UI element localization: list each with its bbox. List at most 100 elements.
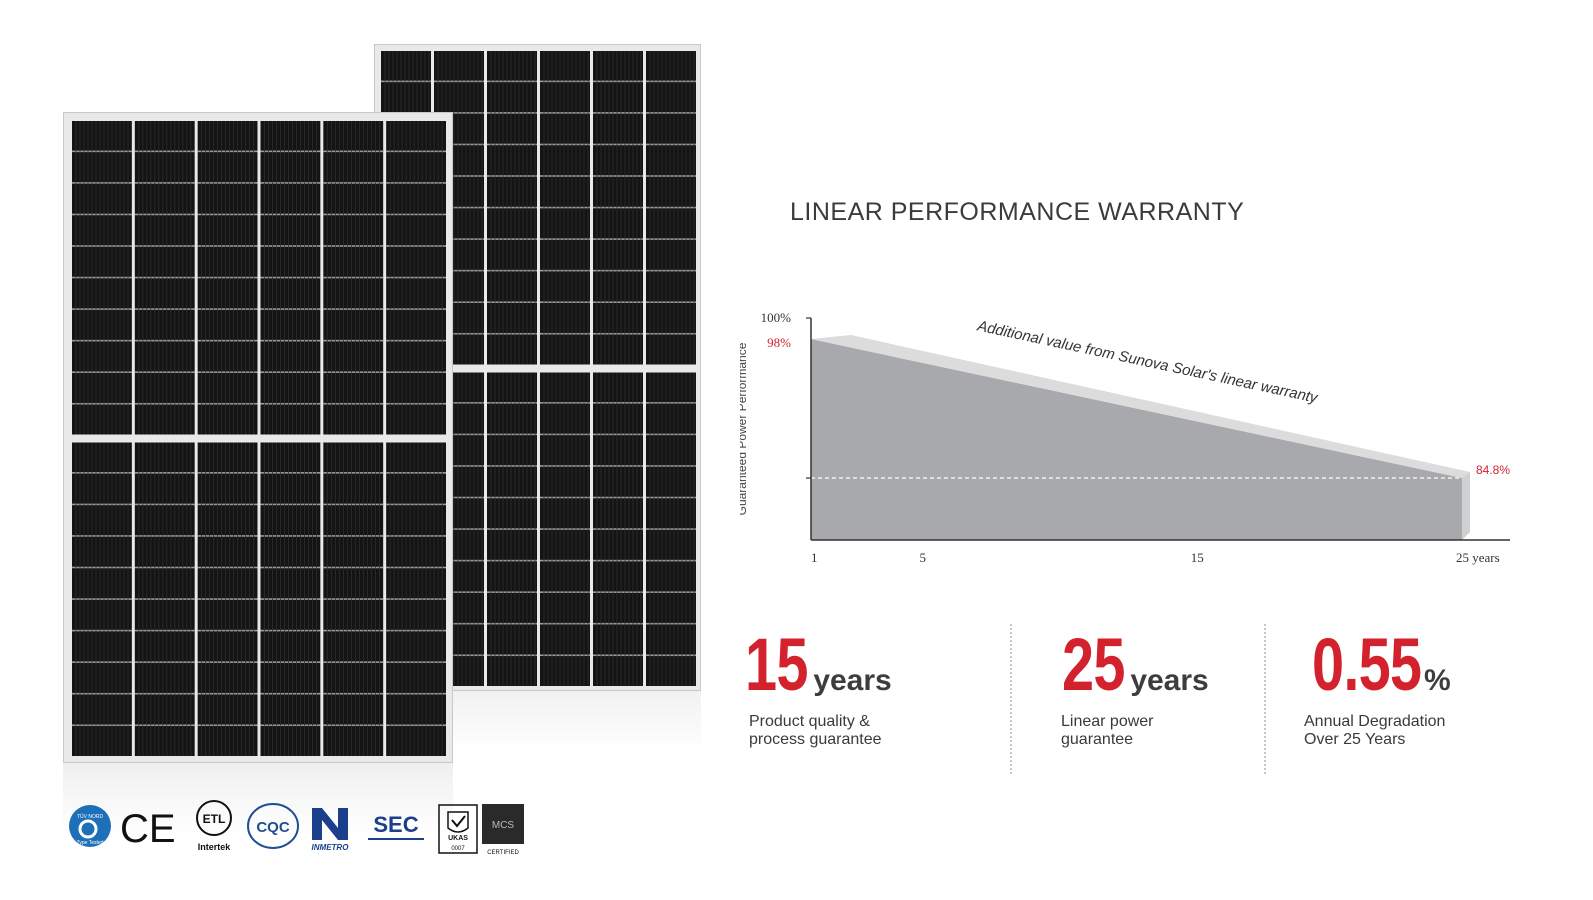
cell-separator [593, 269, 643, 272]
cell-separator [134, 566, 195, 569]
cell-separator [197, 182, 258, 184]
cell-separator [197, 724, 258, 727]
cell-separator [593, 528, 643, 530]
cell-separator [593, 143, 643, 146]
svg-text:TÜV NORD: TÜV NORD [77, 813, 104, 820]
stat-power-desc: Linear power guarantee [1061, 713, 1154, 749]
stat-product-warranty: 15 years [745, 628, 892, 702]
cell-separator [434, 465, 484, 467]
cell-separator [593, 559, 643, 562]
cell-separator [386, 276, 446, 279]
svg-text:INMETRO: INMETRO [312, 843, 350, 852]
cell-separator [434, 269, 484, 272]
stat-divider [1010, 624, 1012, 774]
svg-text:CERTIFIED: CERTIFIED [487, 850, 519, 856]
cell-separator [646, 654, 696, 657]
cell-separator [434, 175, 484, 177]
cell-separator [134, 503, 195, 506]
inmetro-logo: INMETRO [312, 808, 350, 852]
cell-separator [72, 472, 132, 474]
stat-desc-line: guarantee [1061, 731, 1134, 748]
cell-separator [646, 175, 696, 177]
cell-separator [260, 535, 321, 537]
cell-separator [540, 301, 590, 303]
stat-divider [1264, 624, 1266, 774]
cell-separator [487, 528, 537, 530]
cell-separator [381, 80, 431, 83]
cell-separator [646, 402, 696, 404]
cell-separator [540, 465, 590, 467]
cell-separator [386, 402, 446, 405]
cell-separator [197, 276, 258, 279]
cell-separator [197, 339, 258, 342]
cell-separator [72, 535, 132, 537]
panel-reflection-front [63, 763, 453, 833]
cell-separator [646, 206, 696, 209]
cell-separator [487, 238, 537, 240]
stat-desc-line: Annual Degradation [1304, 713, 1446, 730]
cell-separator [386, 339, 446, 342]
cell-separator [323, 276, 384, 279]
x-tick-label: 1 [811, 550, 818, 565]
cell-separator [434, 143, 484, 146]
cell-separator [197, 371, 258, 373]
cell-separator [487, 143, 537, 146]
area-side-bevel [1462, 472, 1470, 540]
cell-separator [72, 371, 132, 373]
stat-desc-line: Over 25 Years [1304, 731, 1406, 748]
cell-separator [323, 339, 384, 342]
cell-separator [540, 654, 590, 657]
cell-separator [646, 332, 696, 335]
cell-separator [134, 276, 195, 279]
cell-separator [593, 112, 643, 114]
stat-desc-line: Linear power [1061, 713, 1154, 730]
cell-separator [323, 371, 384, 373]
svg-text:SEC: SEC [373, 812, 418, 837]
cell-separator [487, 433, 537, 436]
stat-degradation-desc: Annual Degradation Over 25 Years [1304, 713, 1445, 749]
cell-separator [260, 472, 321, 474]
cell-separator [434, 591, 484, 593]
cell-separator [593, 654, 643, 657]
cell-separator [487, 80, 537, 83]
cell-separator [134, 629, 195, 632]
cell-separator [487, 496, 537, 499]
cell-separator [386, 535, 446, 537]
cell-separator [487, 654, 537, 657]
cell-separator [386, 661, 446, 663]
cell-separator [487, 332, 537, 335]
cell-separator [197, 598, 258, 600]
cell-separator [72, 629, 132, 632]
cell-separator [646, 80, 696, 83]
cell-separator [260, 308, 321, 310]
cell-separator [646, 112, 696, 114]
cell-separator [323, 629, 384, 632]
cell-separator [323, 472, 384, 474]
cell-separator [434, 622, 484, 625]
cell-separator [260, 276, 321, 279]
cell-separator [72, 402, 132, 405]
cell-separator [540, 528, 590, 530]
cell-separator [540, 238, 590, 240]
cell-separator [72, 566, 132, 569]
cell-separator [260, 245, 321, 247]
ce-logo: CE [120, 807, 176, 850]
cell-separator [646, 622, 696, 625]
stat-product-desc: Product quality & process guarantee [749, 713, 882, 749]
cell-separator [72, 339, 132, 342]
stat-unit: % [1424, 664, 1451, 697]
cell-separator [134, 472, 195, 474]
cell-separator [72, 724, 132, 727]
cell-separator [72, 598, 132, 600]
solar-panel-front-image [63, 112, 453, 763]
cell-separator [386, 472, 446, 474]
cell-separator [593, 80, 643, 83]
cell-separator [134, 308, 195, 310]
cell-separator [646, 433, 696, 436]
cell-separator [593, 622, 643, 625]
cell-separator [540, 496, 590, 499]
cell-separator [434, 402, 484, 404]
cell-separator [197, 629, 258, 632]
cell-separator [197, 402, 258, 405]
svg-text:UKAS: UKAS [448, 835, 468, 842]
